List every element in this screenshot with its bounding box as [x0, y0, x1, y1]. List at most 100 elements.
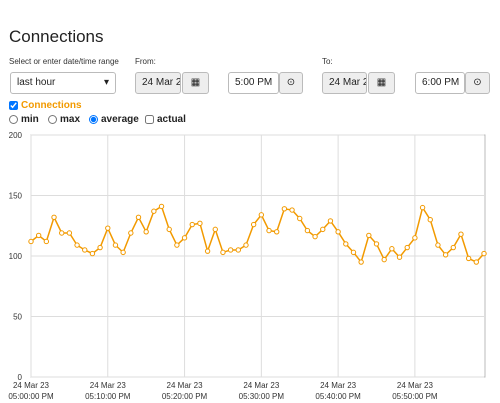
data-point — [465, 255, 472, 262]
series-line — [30, 205, 485, 264]
data-point — [112, 242, 119, 248]
series-toggle[interactable]: Connections — [9, 100, 82, 111]
data-point — [266, 227, 272, 234]
data-point — [389, 246, 395, 252]
data-point — [28, 238, 34, 245]
data-point — [235, 247, 242, 253]
radio[interactable] — [89, 115, 98, 124]
x-tick-label: 05:10:00 PM — [85, 392, 131, 401]
data-point — [458, 231, 464, 237]
data-point — [128, 230, 134, 236]
data-point — [166, 226, 172, 233]
data-point — [419, 204, 426, 211]
calendar-button[interactable]: ▦ — [368, 72, 395, 94]
data-point — [289, 207, 295, 213]
data-point — [381, 256, 387, 263]
to-date[interactable]: 24 Mar 2023 — [322, 72, 367, 94]
data-point — [174, 242, 180, 248]
from-date[interactable]: 24 Mar 2023 — [135, 72, 181, 94]
data-point — [243, 242, 249, 248]
x-tick-label: 24 Mar 23 — [167, 381, 204, 390]
data-point — [358, 259, 364, 265]
data-point — [227, 247, 234, 253]
data-point — [135, 214, 142, 220]
data-point — [481, 250, 487, 257]
data-point — [89, 250, 96, 257]
option-label: max — [60, 114, 81, 125]
data-point — [212, 226, 218, 233]
x-tick-label: 05:50:00 PM — [392, 392, 438, 401]
from-label: From: — [135, 57, 156, 66]
data-point — [343, 241, 349, 247]
data-point — [450, 244, 456, 251]
y-tick-label: 0 — [18, 373, 23, 382]
x-tick-label: 05:30:00 PM — [239, 392, 285, 401]
x-tick-label: 24 Mar 23 — [90, 381, 127, 390]
data-point — [74, 242, 80, 248]
data-point — [97, 244, 103, 251]
data-point — [281, 206, 288, 212]
y-tick-label: 150 — [9, 192, 23, 201]
data-point — [427, 217, 433, 223]
data-point — [143, 229, 149, 235]
data-point — [220, 249, 226, 256]
data-point — [51, 214, 57, 220]
clock-button[interactable]: ⊙ — [465, 72, 490, 94]
x-tick-label: 05:40:00 PM — [315, 392, 361, 401]
data-point — [82, 247, 88, 253]
range-select[interactable]: last hour ▾ — [10, 72, 116, 94]
option[interactable]: min — [9, 114, 39, 125]
option-label: average — [101, 114, 139, 125]
option[interactable]: max — [48, 114, 80, 125]
data-point — [204, 248, 211, 254]
data-point — [404, 244, 410, 251]
data-point — [335, 229, 341, 235]
data-point — [158, 203, 165, 210]
clock-button[interactable]: ⊙ — [279, 72, 303, 94]
data-point — [273, 229, 280, 235]
data-point — [473, 259, 480, 265]
data-point — [181, 235, 188, 241]
radio[interactable] — [48, 115, 57, 124]
data-point — [396, 254, 403, 260]
page-title: Connections — [9, 27, 104, 46]
calendar-button[interactable]: ▦ — [182, 72, 209, 94]
range-value: last hour — [17, 77, 56, 88]
data-point — [35, 232, 42, 239]
x-tick-label: 05:00:00 PM — [8, 392, 54, 401]
checkbox[interactable] — [145, 115, 154, 124]
data-point — [442, 252, 449, 258]
checkbox[interactable] — [9, 101, 18, 110]
option-label: actual — [157, 114, 186, 125]
range-label: Select or enter date/time range — [9, 57, 119, 66]
data-point — [59, 230, 65, 236]
data-point — [197, 220, 203, 227]
option[interactable]: actual — [145, 114, 186, 125]
from-time[interactable]: 5:00 PM — [228, 72, 279, 94]
data-point — [250, 221, 257, 228]
x-tick-label: 24 Mar 23 — [320, 381, 357, 390]
x-tick-label: 05:20:00 PM — [162, 392, 208, 401]
data-point — [105, 225, 111, 231]
series-toggle-label: Connections — [21, 100, 82, 111]
data-point — [43, 238, 50, 245]
data-point — [327, 218, 334, 224]
y-tick-label: 200 — [9, 131, 23, 140]
data-point — [120, 249, 126, 256]
data-point — [297, 215, 303, 222]
data-point — [151, 208, 157, 214]
x-tick-label: 24 Mar 23 — [397, 381, 434, 390]
x-tick-label: 24 Mar 23 — [13, 381, 50, 390]
y-tick-label: 50 — [13, 313, 22, 322]
radio[interactable] — [9, 115, 18, 124]
option[interactable]: average — [89, 114, 139, 125]
y-tick-label: 100 — [9, 252, 23, 261]
data-point — [350, 249, 357, 256]
to-label: To: — [322, 57, 333, 66]
data-point — [189, 221, 195, 228]
caret: ▾ — [103, 77, 109, 88]
data-point — [304, 227, 311, 234]
to-time[interactable]: 6:00 PM — [415, 72, 465, 94]
